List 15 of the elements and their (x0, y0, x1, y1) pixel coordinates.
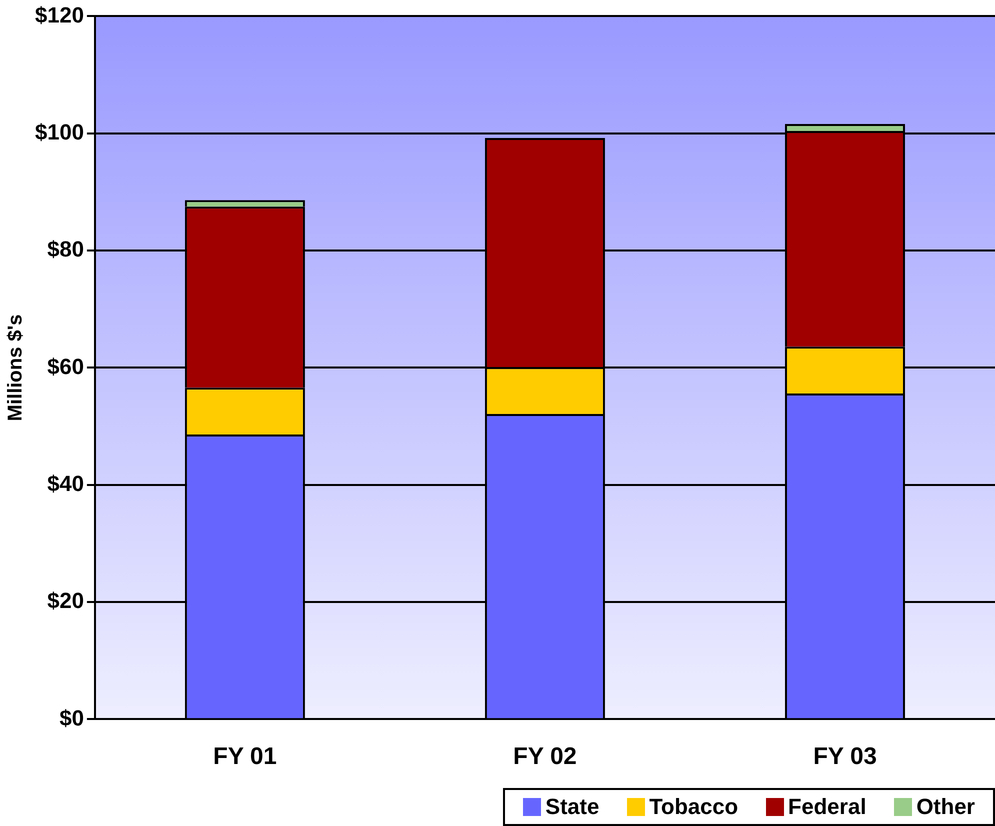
legend-label: Federal (788, 794, 866, 820)
y-tick-label: $80 (47, 236, 84, 262)
y-tick-label: $0 (59, 705, 84, 730)
x-tick-label: FY 01 (213, 743, 277, 770)
y-tick-label: $40 (47, 470, 84, 496)
legend-label: State (545, 794, 600, 820)
legend-label: Other (916, 794, 975, 820)
y-tick-label: $120 (34, 2, 84, 28)
x-tick-label: FY 03 (813, 743, 877, 770)
x-tick-label: FY 02 (513, 743, 577, 770)
y-tick-label: $60 (47, 354, 84, 379)
y-axis-title: Millions $'s (4, 314, 27, 422)
legend-label: Tobacco (649, 794, 738, 820)
y-tick-label: $20 (47, 588, 84, 614)
y-tick-label: $100 (34, 119, 84, 144)
